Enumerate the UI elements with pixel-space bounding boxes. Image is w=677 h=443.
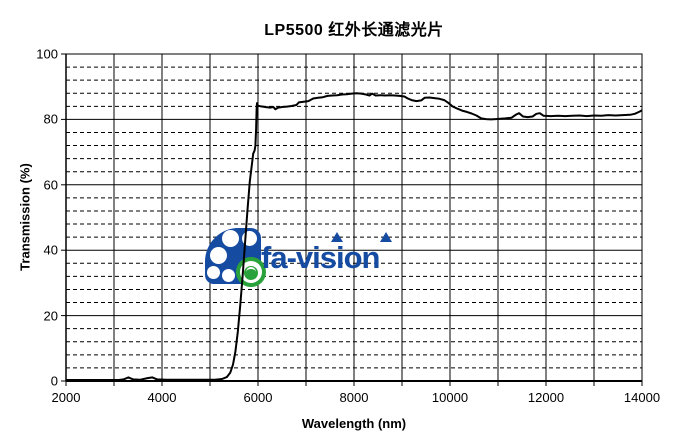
x-tick-label: 8000 [339,390,369,405]
triangle-accent-icon [380,232,392,242]
x-tick-label: 12000 [527,390,565,405]
logo-green-lens-icon [236,257,266,287]
y-tick-label: 40 [43,242,58,258]
y-tick-label: 0 [50,373,58,389]
x-tick-label: 4000 [147,390,177,405]
watermark-brand-text: fa-vision [261,240,380,275]
y-tick-label: 20 [43,308,58,324]
fa-vision-logo-icon [203,226,266,288]
logo-circle [222,230,239,247]
x-tick-label: 14000 [623,390,661,405]
x-tick-label: 6000 [243,390,273,405]
y-tick-label: 100 [36,46,58,62]
x-tick-label: 10000 [431,390,469,405]
logo-circle [210,247,227,264]
triangle-accent-icon [331,232,343,242]
y-tick-label: 60 [43,177,58,193]
fa-vision-watermark: fa-vision [203,226,413,292]
x-tick-label: 2000 [51,390,81,405]
logo-circle [207,266,220,279]
logo-circle [222,269,235,282]
x-axis-title: Wavelength (nm) [301,416,407,431]
chart-title: LP5500 红外长通滤光片 [264,22,444,39]
y-tick-label: 80 [43,111,58,127]
